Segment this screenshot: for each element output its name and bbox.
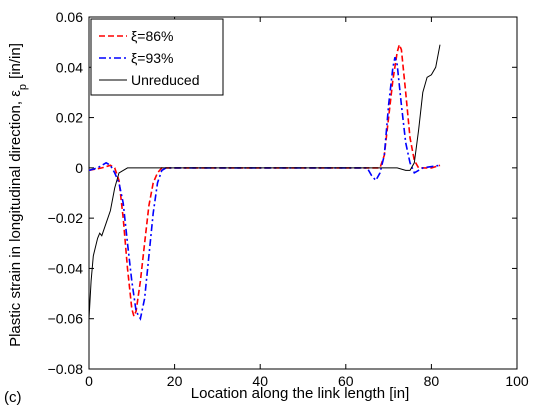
x-axis: 0 20 40 60 80 100	[85, 17, 529, 389]
x-axis-label: Location along the link length [in]	[191, 385, 410, 402]
legend: ξ=86% ξ=93% Unreduced	[90, 18, 224, 96]
x-tick-label: 20	[167, 373, 183, 389]
legend-entry-label: ξ=93%	[131, 50, 173, 66]
legend-box	[90, 18, 224, 96]
y-tick-label: 0.02	[56, 110, 83, 126]
y-axis-label-unit: [in/in]	[7, 43, 24, 79]
y-axis: −0.08 −0.06 −0.04 −0.02 0 0.02 0.04 0.06	[48, 9, 517, 377]
x-tick-label: 80	[424, 373, 440, 389]
y-tick-label: −0.06	[48, 311, 84, 327]
y-tick-label: 0.04	[56, 59, 83, 75]
x-tick-label: 60	[338, 373, 354, 389]
y-tick-label: −0.02	[48, 210, 84, 226]
series-line-2	[88, 44, 441, 319]
series-group	[88, 42, 441, 321]
y-tick-label: −0.04	[48, 260, 84, 276]
x-tick-label: 40	[252, 373, 268, 389]
y-tick-label: 0	[75, 160, 83, 176]
y-axis-label-main: Plastic strain in longitudinal direction…	[7, 90, 24, 347]
y-tick-label: −0.08	[48, 361, 84, 377]
x-tick-label: 0	[85, 373, 93, 389]
legend-entry-label: ξ=86%	[131, 28, 173, 44]
panel-label: (c)	[4, 389, 22, 406]
y-tick-label: 0.06	[56, 9, 83, 25]
y-axis-label-subscript: p	[17, 84, 29, 90]
y-axis-label: Plastic strain in longitudinal direction…	[7, 43, 29, 347]
x-tick-label: 100	[505, 373, 529, 389]
legend-entry-label: Unreduced	[131, 72, 200, 88]
